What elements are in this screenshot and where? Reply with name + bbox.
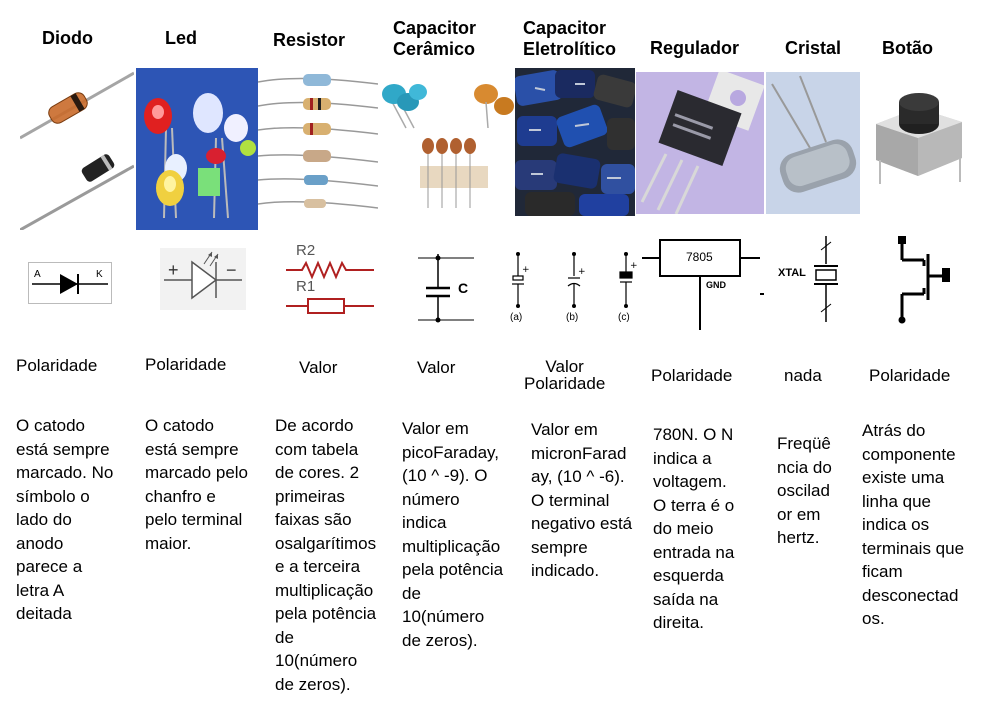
diode-photo <box>20 68 134 230</box>
anode-label: A <box>34 269 41 280</box>
column-description-capacitor-ceramico: Valor em picoFaraday, (10 ^ -9). O númer… <box>402 419 504 650</box>
electrolytic-capacitor-symbol: + + + (a) (b) (c) <box>508 248 638 328</box>
electrolytic-capacitor-photo <box>515 68 635 216</box>
column-title-capacitor-ceramico: Capacitor Cerâmico <box>393 18 477 59</box>
column-property-regulador: Polaridade <box>651 366 733 385</box>
column-description-cristal: Freqüê ncia do oscilad or em hertz. <box>777 434 832 547</box>
led-plus-label: + <box>168 260 179 280</box>
svg-text:+: + <box>578 267 586 277</box>
column-description-botao: Atrás do componente existe uma linha que… <box>862 421 965 628</box>
regulator-gnd-label: GND <box>706 280 726 290</box>
crystal-symbol: XTAL <box>776 236 840 322</box>
regulator-7805-label: 7805 <box>686 250 713 264</box>
electrolytic-label-a: (a) <box>510 312 523 323</box>
regulator-symbol: 7805 GND <box>642 236 764 332</box>
diode-symbol: A K <box>28 262 112 304</box>
column-property-led: Polaridade <box>145 355 227 374</box>
capacitor-c-label: C <box>458 280 469 296</box>
crystal-xtal-label: XTAL <box>778 267 806 279</box>
column-description-diodo: O catodo está sempre marcado. No símbolo… <box>16 416 114 623</box>
cathode-label: K <box>96 269 103 280</box>
led-minus-label: − <box>226 260 237 280</box>
button-photo <box>862 72 970 200</box>
column-title-led: Led <box>165 28 198 48</box>
column-property-botao: Polaridade <box>869 366 951 385</box>
r2-label: R2 <box>296 242 316 259</box>
led-symbol: + − <box>160 248 246 310</box>
ceramic-capacitor-photo <box>378 68 514 220</box>
electrolytic-label-c: (c) <box>618 312 630 323</box>
regulator-photo <box>636 72 764 214</box>
column-property-capacitor-eletrolitico: Valor Polaridade <box>524 357 606 393</box>
column-title-diodo: Diodo <box>42 28 93 48</box>
svg-text:+: + <box>630 261 638 271</box>
column-title-resistor: Resistor <box>273 30 346 50</box>
r1-label: R1 <box>296 278 316 295</box>
resistor-photo <box>258 68 378 230</box>
column-description-led: O catodo está sempre marcado pelo chanfr… <box>145 416 249 553</box>
column-property-resistor: Valor <box>299 358 338 377</box>
ceramic-capacitor-symbol: C <box>418 250 476 326</box>
column-description-regulador: 780N. O N indica a voltagem. O terra é o… <box>653 425 735 632</box>
push-button-symbol <box>880 232 956 324</box>
column-title-capacitor-eletrolitico: Capacitor Eletrolítico <box>523 18 617 59</box>
column-description-resistor: De acordo com tabela de cores. 2 primeir… <box>275 416 377 694</box>
resistor-symbol: R2 R1 <box>284 242 376 318</box>
column-property-capacitor-ceramico: Valor <box>417 358 456 377</box>
column-title-regulador: Regulador <box>650 38 740 58</box>
svg-text:+: + <box>522 265 530 275</box>
column-property-diodo: Polaridade <box>16 356 98 375</box>
column-property-cristal: nada <box>784 366 822 385</box>
column-description-capacitor-eletrolitico: Valor em micronFarad ay, (10 ^ -6). O te… <box>531 420 633 580</box>
column-title-botao: Botão <box>882 38 933 58</box>
crystal-photo <box>766 72 860 214</box>
column-title-cristal: Cristal <box>785 38 842 58</box>
electrolytic-label-b: (b) <box>566 312 579 323</box>
led-photo <box>136 68 258 230</box>
